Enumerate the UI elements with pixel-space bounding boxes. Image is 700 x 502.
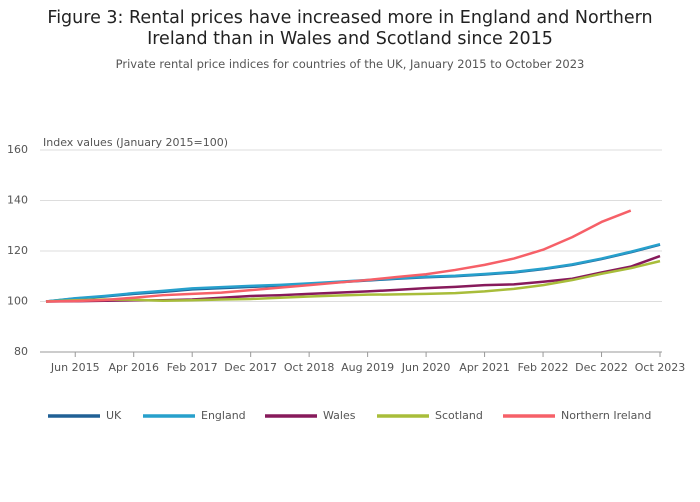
y-axis-label: Index values (January 2015=100) <box>43 136 228 149</box>
x-tick-label: Dec 2022 <box>575 361 628 374</box>
x-tick-label: Apr 2021 <box>459 361 510 374</box>
chart-title: Figure 3: Rental prices have increased m… <box>47 8 653 49</box>
legend-label: England <box>201 409 246 422</box>
x-tick-label: Oct 2018 <box>284 361 335 374</box>
x-tick-label: Apr 2016 <box>108 361 159 374</box>
chart-subtitle: Private rental price indices for countri… <box>115 57 585 71</box>
y-tick-label: 160 <box>7 143 28 156</box>
y-tick-label: 100 <box>7 295 28 308</box>
x-tick-label: Jun 2020 <box>401 361 451 374</box>
x-tick-label: Feb 2017 <box>167 361 218 374</box>
legend-label: UK <box>106 409 122 422</box>
series-line <box>45 259 661 303</box>
x-tick-label: Jun 2015 <box>50 361 100 374</box>
legend-label: Scotland <box>435 409 483 422</box>
legend-label: Northern Ireland <box>561 409 651 422</box>
x-tick-label: Aug 2019 <box>341 361 394 374</box>
x-tick-label: Oct 2023 <box>635 361 686 374</box>
legend-label: Wales <box>323 409 356 422</box>
x-tick-label: Feb 2022 <box>518 361 569 374</box>
x-tick-label: Dec 2017 <box>224 361 277 374</box>
y-tick-label: 80 <box>14 345 28 358</box>
y-tick-label: 120 <box>7 244 28 257</box>
y-tick-label: 140 <box>7 194 28 207</box>
series-line <box>45 209 632 303</box>
